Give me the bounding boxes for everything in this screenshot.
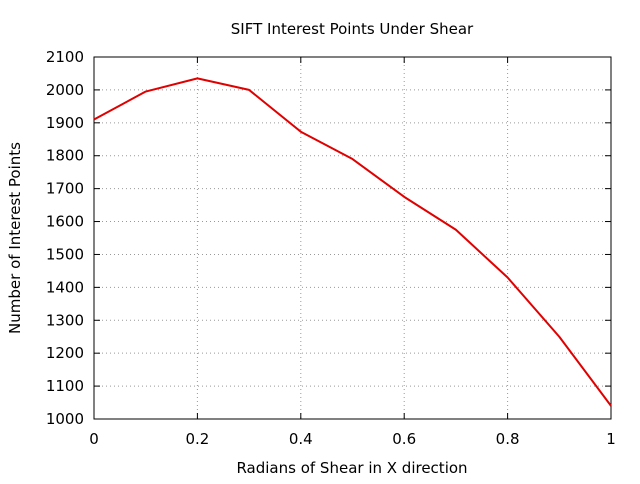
y-tick-label: 2000 xyxy=(46,81,84,99)
y-tick-label: 1600 xyxy=(46,213,84,231)
y-tick-label: 1300 xyxy=(46,311,84,329)
y-tick-label: 1500 xyxy=(46,245,84,263)
data-point xyxy=(93,119,95,121)
data-point xyxy=(196,77,198,79)
y-tick-label: 1900 xyxy=(46,114,84,132)
y-tick-label: 1200 xyxy=(46,344,84,362)
data-point xyxy=(300,131,302,133)
x-tick-label: 0.6 xyxy=(392,430,416,448)
x-tick-label: 0.8 xyxy=(496,430,520,448)
y-tick-label: 1400 xyxy=(46,278,84,296)
data-point xyxy=(403,196,405,198)
x-tick-label: 1 xyxy=(606,430,616,448)
series-line xyxy=(93,77,612,407)
x-tick-label: 0.4 xyxy=(289,430,313,448)
y-tick-label: 2100 xyxy=(46,48,84,66)
y-axis-label: Number of Interest Points xyxy=(6,142,24,334)
data-point xyxy=(248,89,250,91)
data-point xyxy=(352,158,354,160)
x-tick-label: 0 xyxy=(89,430,99,448)
ticks-layer: 0 0.2 0.4 0.6 0.8 1 1000 1100 1200 1300 1400 1500 16… xyxy=(46,48,616,448)
y-tick-label: 1000 xyxy=(46,410,84,428)
data-point xyxy=(145,91,147,93)
data-point xyxy=(558,336,560,338)
series-layer xyxy=(93,77,612,407)
data-point xyxy=(610,405,612,407)
y-tick-label: 1800 xyxy=(46,147,84,165)
y-tick-label: 1100 xyxy=(46,377,84,395)
plot-frame xyxy=(93,56,612,420)
data-point xyxy=(455,229,457,231)
grid-layer xyxy=(94,57,611,419)
chart-title: SIFT Interest Points Under Shear xyxy=(231,20,474,38)
y-tick-label: 1700 xyxy=(46,180,84,198)
x-tick-label: 0.2 xyxy=(185,430,209,448)
x-axis-label: Radians of Shear in X direction xyxy=(236,459,467,477)
data-point xyxy=(507,276,509,278)
